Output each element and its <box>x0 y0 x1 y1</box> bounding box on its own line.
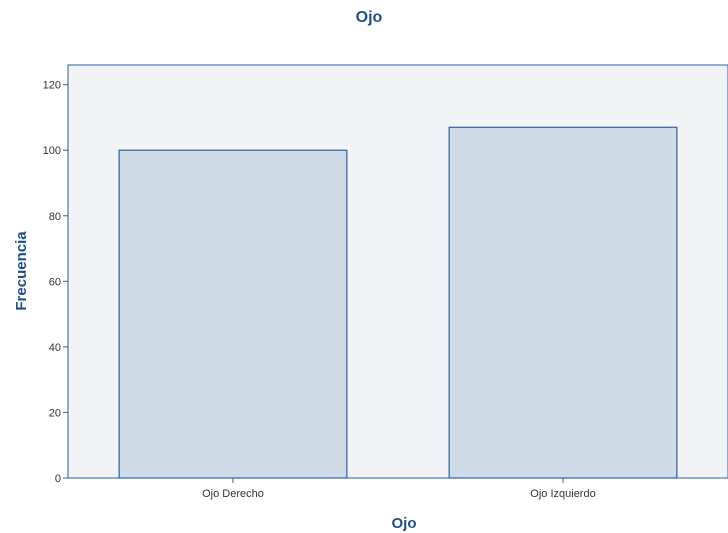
bar <box>448 126 678 479</box>
x-tick-label: Ojo Derecho <box>202 488 264 500</box>
y-axis-title: Frecuencia <box>13 231 30 311</box>
y-tick-label: 20 <box>49 407 61 419</box>
y-tick-label: 80 <box>49 211 61 223</box>
y-tick-label: 40 <box>49 342 61 354</box>
bar <box>118 149 348 479</box>
y-tick-label: 120 <box>43 80 61 92</box>
y-tick-label: 100 <box>43 145 61 157</box>
y-axis: 0 20 40 60 80 100 120 <box>43 65 69 485</box>
x-axis: Ojo Derecho Ojo Izquierdo <box>68 477 728 500</box>
y-tick-label: 0 <box>55 473 61 485</box>
chart-title: Ojo <box>356 9 383 26</box>
y-tick-label: 60 <box>49 276 61 288</box>
x-tick-label: Ojo Izquierdo <box>530 488 595 500</box>
x-axis-title: Ojo <box>392 515 417 532</box>
